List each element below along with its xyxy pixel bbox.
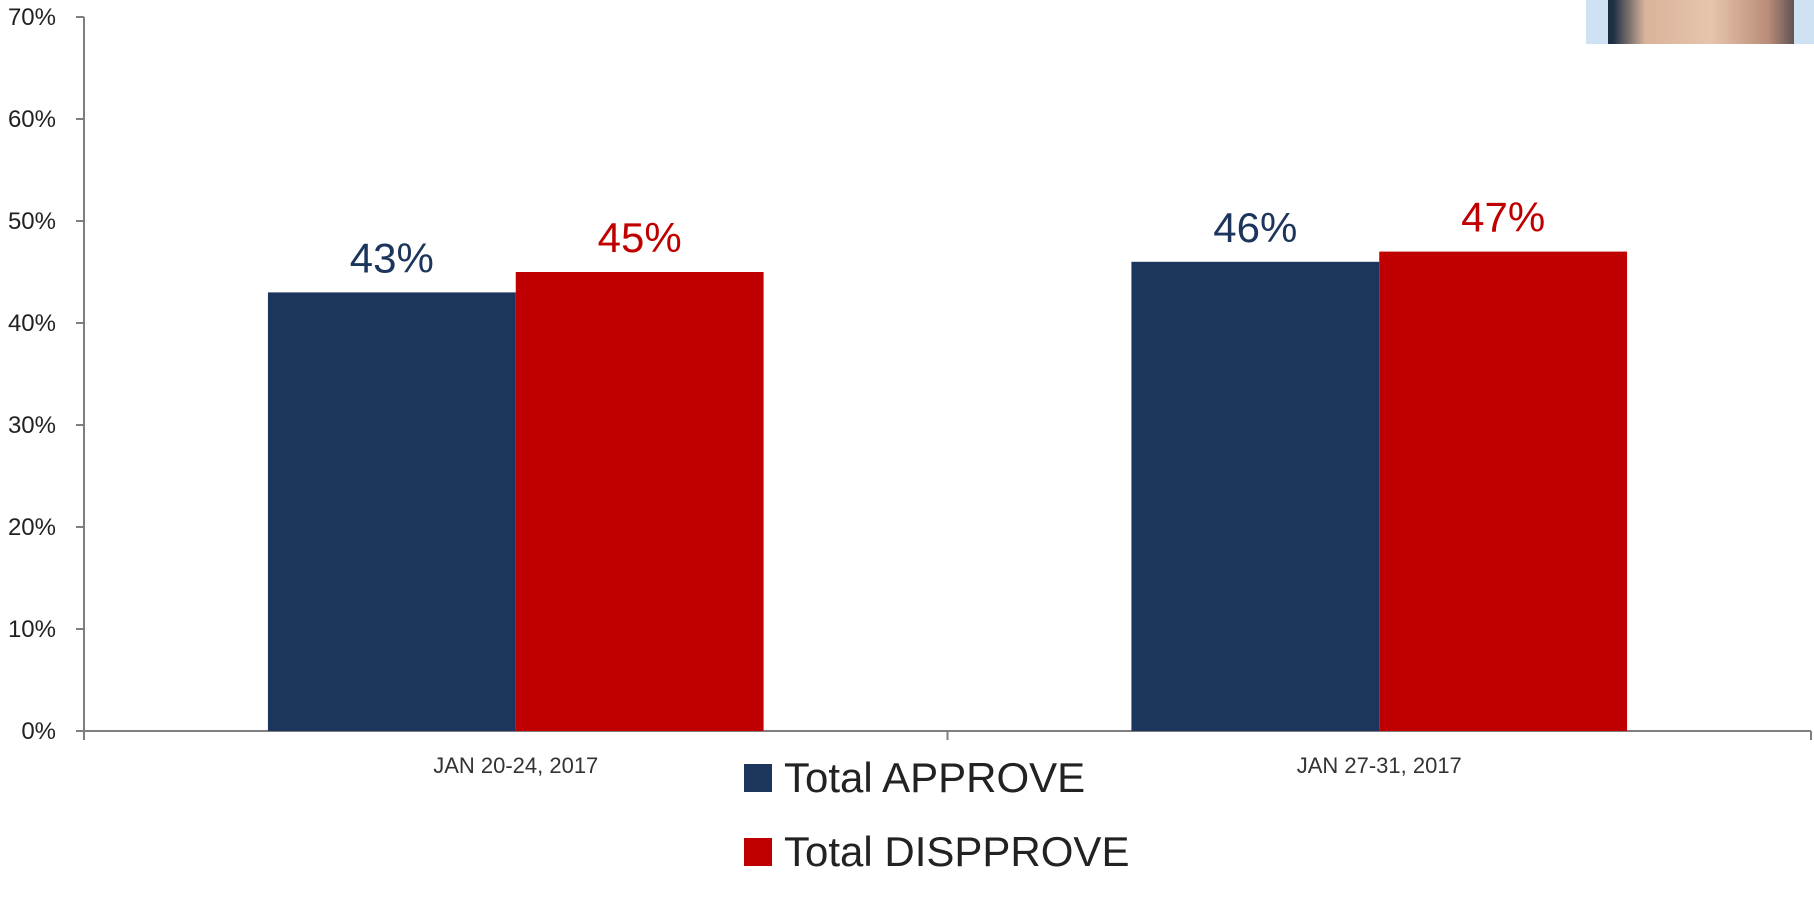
person-photo-icon <box>1586 0 1814 44</box>
legend-item-approve: Total APPROVE <box>744 754 1129 802</box>
y-tick-label: 70% <box>8 4 56 31</box>
data-label: 47% <box>1461 194 1545 241</box>
bar <box>1131 261 1380 731</box>
y-tick-label: 10% <box>8 616 56 643</box>
bar <box>267 292 516 731</box>
x-tick-label: JAN 20-24, 2017 <box>433 753 598 778</box>
data-label: 46% <box>1213 204 1297 251</box>
legend-item-disapprove: Total DISPPROVE <box>744 828 1129 876</box>
legend-label-disapprove: Total DISPPROVE <box>784 828 1130 875</box>
y-tick-label: 0% <box>21 718 56 745</box>
y-tick-label: 20% <box>8 514 56 541</box>
data-label: 45% <box>598 214 682 261</box>
legend-swatch-disapprove <box>744 838 772 866</box>
data-label: 43% <box>350 234 434 281</box>
x-tick-label: JAN 27-31, 2017 <box>1297 753 1462 778</box>
chart-legend: Total APPROVE Total DISPPROVE <box>744 754 1129 902</box>
y-tick-label: 50% <box>8 208 56 235</box>
legend-swatch-approve <box>744 764 772 792</box>
bar-chart: 0% 10% 20% 30% 40% 50% 60% 70% 43% 45% JAN 20-24, … <box>8 4 1812 778</box>
bar <box>1379 251 1628 731</box>
bar <box>515 272 764 731</box>
legend-label-approve: Total APPROVE <box>784 754 1086 801</box>
y-tick-label: 60% <box>8 106 56 133</box>
y-tick-label: 40% <box>8 310 56 337</box>
y-tick-label: 30% <box>8 412 56 439</box>
